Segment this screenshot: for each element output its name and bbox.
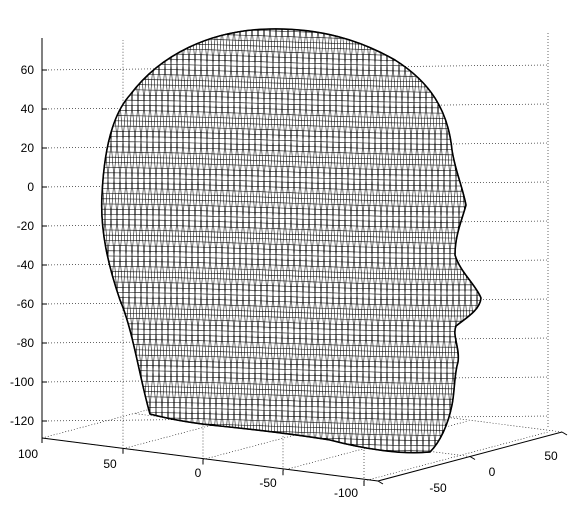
z-tick-label: -20 [17,219,35,233]
z-tick-label: -60 [17,297,35,311]
y-tick-mark [377,480,384,485]
z-tick-label: -80 [17,336,35,350]
x-tick-label: 100 [18,447,38,461]
x-tick-label: -100 [334,486,358,500]
z-tick-label: 60 [21,63,35,77]
z-grid-line [41,64,549,71]
y-tick-label: 0 [489,465,496,479]
z-tick-labels: 60 40 20 0 -20 -40 -60 -80 -100 -120 [10,63,34,428]
y-tick-labels: -50 0 50 [429,449,558,495]
z-grid-line [41,376,549,383]
z-tick-label: -120 [10,414,34,428]
z-tick-label: 0 [27,180,34,194]
head-mesh [100,28,482,454]
z-grid-line [41,337,549,344]
mesh-diag-a [101,28,481,453]
axes [41,38,568,486]
y-tick-label: 50 [544,449,558,463]
z-tick-label: -40 [17,258,35,272]
z-tick-label: 40 [21,102,35,116]
x-tick-labels: 100 50 0 -50 -100 [18,447,358,500]
x-tick-label: 50 [103,457,117,471]
y-tick-label: -50 [429,481,447,495]
mesh-diag-b [101,28,481,453]
z-tick-label: 20 [21,141,35,155]
y-tick-mark [469,456,476,460]
mesh-lines [101,28,481,453]
x-tick-label: -50 [259,476,277,490]
z-grid-line [41,415,549,422]
x-tick-label: 0 [195,466,202,480]
head-outline [100,28,482,454]
y-tick-mark [561,431,568,436]
z-tick-label: -100 [10,375,34,389]
x-axis-line [41,437,379,482]
